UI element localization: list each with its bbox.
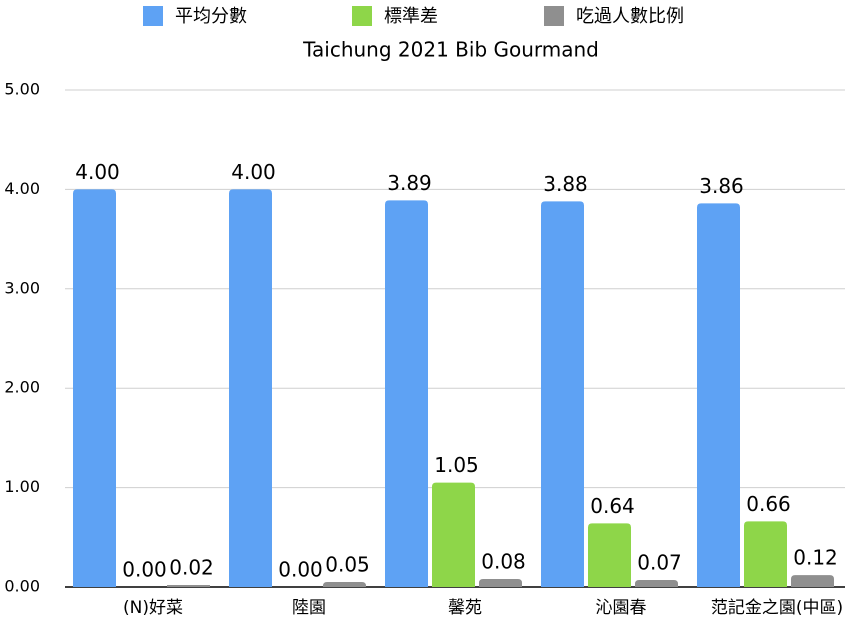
bar (697, 203, 740, 588)
x-tick-label: 范記金之園(中區) (711, 598, 843, 618)
y-tick-label: 1.00 (4, 477, 40, 496)
data-label: 1.05 (434, 453, 479, 477)
legend-label: 標準差 (384, 6, 438, 27)
legend-swatch (352, 6, 372, 26)
data-label: 4.00 (231, 160, 276, 184)
bar (73, 189, 116, 587)
bar (323, 582, 366, 587)
chart-title: Taichung 2021 Bib Gourmand (302, 38, 599, 62)
bar (744, 521, 787, 587)
x-tick-label: 沁園春 (596, 598, 647, 618)
bar (479, 579, 522, 587)
y-tick-label: 5.00 (4, 80, 40, 99)
data-label: 0.08 (481, 550, 526, 574)
bar (229, 189, 272, 587)
legend-label: 平均分數 (175, 6, 247, 27)
data-label: 0.00 (122, 558, 167, 582)
data-label: 0.66 (746, 492, 791, 516)
x-tick-label: 馨苑 (448, 598, 482, 618)
data-label: 0.12 (793, 546, 838, 570)
bar (791, 575, 834, 587)
data-label: 3.88 (543, 172, 588, 196)
data-label: 0.07 (637, 551, 682, 575)
data-label: 0.02 (169, 556, 214, 580)
bar (385, 200, 428, 588)
y-tick-label: 3.00 (4, 278, 40, 297)
bar (588, 523, 631, 587)
legend-swatch (143, 6, 163, 26)
x-tick-label: (N)好菜 (123, 598, 183, 618)
y-tick-label: 0.00 (4, 577, 40, 596)
data-label: 0.05 (325, 553, 370, 577)
legend-swatch (544, 6, 564, 26)
data-label: 4.00 (75, 160, 120, 184)
data-label: 3.89 (387, 171, 432, 195)
x-tick-label: 陸園 (292, 598, 326, 618)
y-tick-label: 2.00 (4, 378, 40, 397)
bar (635, 580, 678, 587)
bar (167, 585, 210, 587)
legend-label: 吃過人數比例 (576, 6, 684, 27)
data-label: 0.64 (590, 494, 635, 518)
data-label: 0.00 (278, 558, 323, 582)
y-tick-label: 4.00 (4, 179, 40, 198)
data-label: 3.86 (699, 174, 744, 198)
bar (432, 482, 475, 587)
bar (541, 201, 584, 587)
